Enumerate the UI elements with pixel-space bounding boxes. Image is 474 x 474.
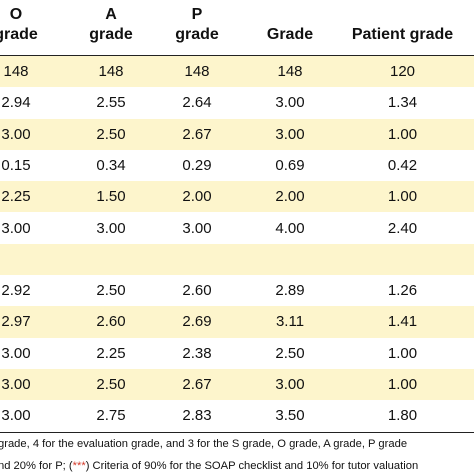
- header-p-grade: P grade: [167, 5, 227, 45]
- cell-grade: 3.11: [275, 313, 305, 331]
- table-row: 3.00 2.50 2.67 3.00 1.00: [0, 369, 474, 401]
- cell-p-grade: [167, 244, 227, 275]
- cell-grade: 3.00: [275, 94, 305, 112]
- cell-grade: [250, 244, 330, 275]
- cell-grade: 0.69: [275, 156, 305, 174]
- cell-p-grade: 3.00: [182, 219, 212, 237]
- header-o-grade: O grade: [0, 5, 46, 45]
- cell-a-grade: 3.00: [96, 219, 126, 237]
- cell-a-grade: [81, 244, 141, 275]
- table-row: 2.97 2.60 2.69 3.11 1.41: [0, 306, 474, 338]
- table-row: 3.00 3.00 3.00 4.00 2.40: [0, 213, 474, 244]
- table-row: 0.15 0.34 0.29 0.69 0.42: [0, 150, 474, 181]
- cell-grade: 2.00: [275, 188, 305, 206]
- cell-grade: 2.89: [275, 282, 305, 300]
- cell-patient-grade: [335, 244, 470, 275]
- cell-patient-grade: 1.26: [387, 282, 418, 300]
- cell-o-grade: 3.00: [1, 219, 31, 237]
- cell-p-grade: 2.38: [182, 344, 212, 362]
- table-row: 2.94 2.55 2.64 3.00 1.34: [0, 87, 474, 118]
- cell-a-grade: 2.55: [96, 94, 126, 112]
- cell-o-grade: 3.00: [1, 125, 31, 143]
- cell-grade: 4.00: [275, 219, 305, 237]
- header-patient-grade: Patient grade: [351, 26, 454, 43]
- cell-patient-grade: 1.00: [387, 344, 418, 362]
- table-row: 2.25 1.50 2.00 2.00 1.00: [0, 181, 474, 213]
- cell-a-grade: 2.75: [96, 407, 126, 425]
- header-a-grade: A grade: [81, 5, 141, 45]
- header-p-word: grade: [175, 26, 219, 43]
- cell-p-grade: 2.69: [182, 313, 212, 331]
- cell-a-grade: 2.50: [96, 282, 126, 300]
- cell-o-grade: [0, 244, 46, 275]
- cell-a-grade: 2.60: [96, 313, 126, 331]
- bottom-rule: [0, 432, 474, 433]
- cell-patient-grade: 1.80: [387, 407, 418, 425]
- cell-o-grade: 148: [3, 63, 29, 80]
- cell-o-grade: 3.00: [1, 407, 31, 425]
- header-a-letter: A: [105, 6, 117, 23]
- footnote-line-2-suffix: ) Criteria of 90% for the SOAP checklist…: [85, 460, 419, 472]
- table-row: 3.00 2.50 2.67 3.00 1.00: [0, 118, 474, 150]
- header-o-letter: O: [9, 6, 23, 23]
- cell-a-grade: 0.34: [96, 156, 126, 174]
- cell-p-grade: 2.00: [182, 188, 212, 206]
- cell-patient-grade: 1.41: [387, 313, 418, 331]
- header-grade: Grade: [266, 26, 314, 43]
- cell-a-grade: 2.50: [96, 125, 126, 143]
- footnote-marker: ***: [72, 460, 86, 472]
- header-rule: [0, 55, 474, 56]
- cell-p-grade: 0.29: [182, 156, 212, 174]
- header-a-word: grade: [89, 26, 133, 43]
- table-row: 3.00 2.25 2.38 2.50 1.00: [0, 338, 474, 369]
- footnote-line-1: grade, 4 for the evaluation grade, and 3…: [0, 438, 408, 450]
- cell-p-grade: 2.83: [182, 407, 212, 425]
- cell-a-grade: 1.50: [96, 188, 126, 206]
- cell-o-grade: 3.00: [1, 376, 31, 393]
- cell-patient-grade: 2.40: [387, 219, 418, 237]
- footnote-line-2: nd 20% for P; (***) Criteria of 90% for …: [0, 455, 418, 474]
- cell-grade: 148: [277, 63, 303, 80]
- cell-patient-grade: 120: [389, 63, 416, 80]
- cell-patient-grade: 1.34: [387, 94, 418, 112]
- header-p-letter: P: [191, 6, 203, 23]
- cell-patient-grade: 0.42: [387, 156, 418, 174]
- footnote-line-2-prefix: nd 20% for P; (: [0, 460, 73, 472]
- cell-grade: 2.50: [275, 344, 305, 362]
- cell-p-grade: 148: [184, 63, 210, 80]
- cell-o-grade: 2.25: [1, 188, 31, 206]
- cell-a-grade: 148: [98, 63, 124, 80]
- table-row: 3.00 2.75 2.83 3.50 1.80: [0, 400, 474, 431]
- cell-grade: 3.50: [275, 407, 305, 425]
- cell-p-grade: 2.60: [182, 282, 212, 300]
- cell-patient-grade: 1.00: [387, 188, 418, 206]
- cell-p-grade: 2.67: [182, 376, 212, 393]
- cell-o-grade: 0.15: [1, 156, 31, 174]
- cell-o-grade: 2.92: [1, 282, 31, 300]
- cell-grade: 3.00: [275, 125, 305, 143]
- table-header: O grade A grade P grade Grade Patient gr…: [0, 0, 474, 55]
- cell-grade: 3.00: [275, 376, 305, 393]
- cell-a-grade: 2.50: [96, 376, 126, 393]
- cell-o-grade: 2.94: [1, 94, 31, 112]
- cell-o-grade: 3.00: [1, 344, 31, 362]
- cell-o-grade: 2.97: [1, 313, 31, 331]
- table-row: 148 148 148 148 120: [0, 56, 474, 88]
- header-o-word: grade: [0, 26, 38, 43]
- cell-p-grade: 2.67: [182, 125, 212, 143]
- cell-patient-grade: 1.00: [387, 376, 418, 393]
- cell-patient-grade: 1.00: [387, 125, 418, 143]
- table-row: 2.92 2.50 2.60 2.89 1.26: [0, 275, 474, 306]
- cell-p-grade: 2.64: [182, 94, 212, 112]
- table-row: [0, 243, 474, 276]
- cell-a-grade: 2.25: [96, 344, 126, 362]
